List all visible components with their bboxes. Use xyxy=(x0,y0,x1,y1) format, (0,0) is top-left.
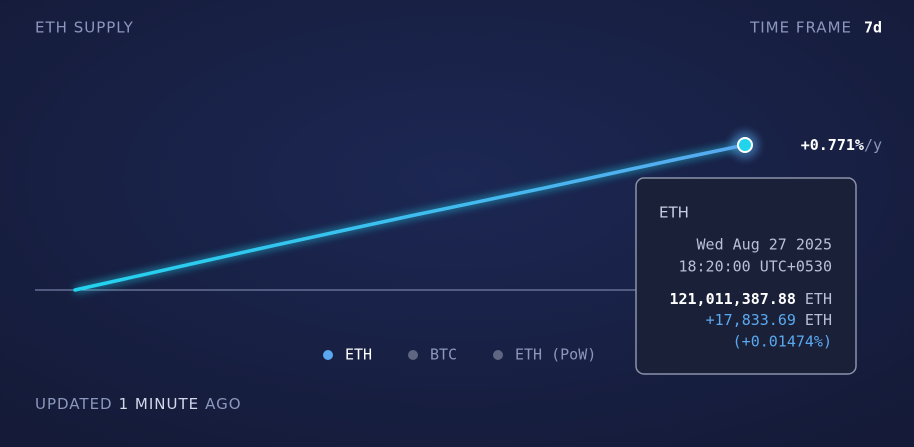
footer-suffix: AGO xyxy=(205,395,241,413)
legend-label: BTC xyxy=(430,346,457,364)
legend-dot xyxy=(323,350,333,360)
tooltip-box xyxy=(635,177,857,375)
legend-item[interactable]: ETH (PoW) xyxy=(493,346,596,364)
end-label: +0.771%/y xyxy=(801,136,882,154)
footer-amount: 1 MINUTE xyxy=(119,395,200,413)
tooltip: ETH Wed Aug 27 2025 18:20:00 UTC+0530 12… xyxy=(635,177,857,375)
tooltip-date: Wed Aug 27 2025 xyxy=(697,236,832,254)
eth-line xyxy=(73,143,747,292)
legend-item[interactable]: BTC xyxy=(408,346,457,364)
change-value: +17,833.69 xyxy=(706,311,796,329)
end-dot xyxy=(737,137,753,153)
legend-item[interactable]: ETH xyxy=(323,346,372,364)
tooltip-change-pct: (+0.01474%) xyxy=(733,333,832,351)
supply-unit: ETH xyxy=(805,290,832,308)
title: ETH SUPPLY xyxy=(35,19,134,37)
footer: UPDATED 1 MINUTE AGO xyxy=(35,395,242,413)
time-frame-label: TIME FRAME xyxy=(749,19,852,37)
tooltip-change: +17,833.69 ETH xyxy=(706,311,832,329)
time-frame[interactable]: 7d xyxy=(864,19,882,37)
supply-value: 121,011,387.88 xyxy=(669,290,795,308)
legend-dot xyxy=(493,350,503,360)
legend: ETH BTC ETH (PoW) xyxy=(323,346,596,364)
plot xyxy=(35,131,759,294)
footer-prefix: UPDATED xyxy=(35,395,113,413)
tooltip-title: ETH xyxy=(659,204,689,222)
tooltip-time: 18:20:00 UTC+0530 xyxy=(678,258,832,276)
legend-dot xyxy=(408,350,418,360)
end-label-value: +0.771% xyxy=(801,136,864,154)
legend-label: ETH xyxy=(345,346,372,364)
end-label-unit: /y xyxy=(864,136,882,154)
tooltip-supply: 121,011,387.88 ETH xyxy=(669,290,832,308)
legend-label: ETH (PoW) xyxy=(515,346,596,364)
change-unit: ETH xyxy=(805,311,832,329)
